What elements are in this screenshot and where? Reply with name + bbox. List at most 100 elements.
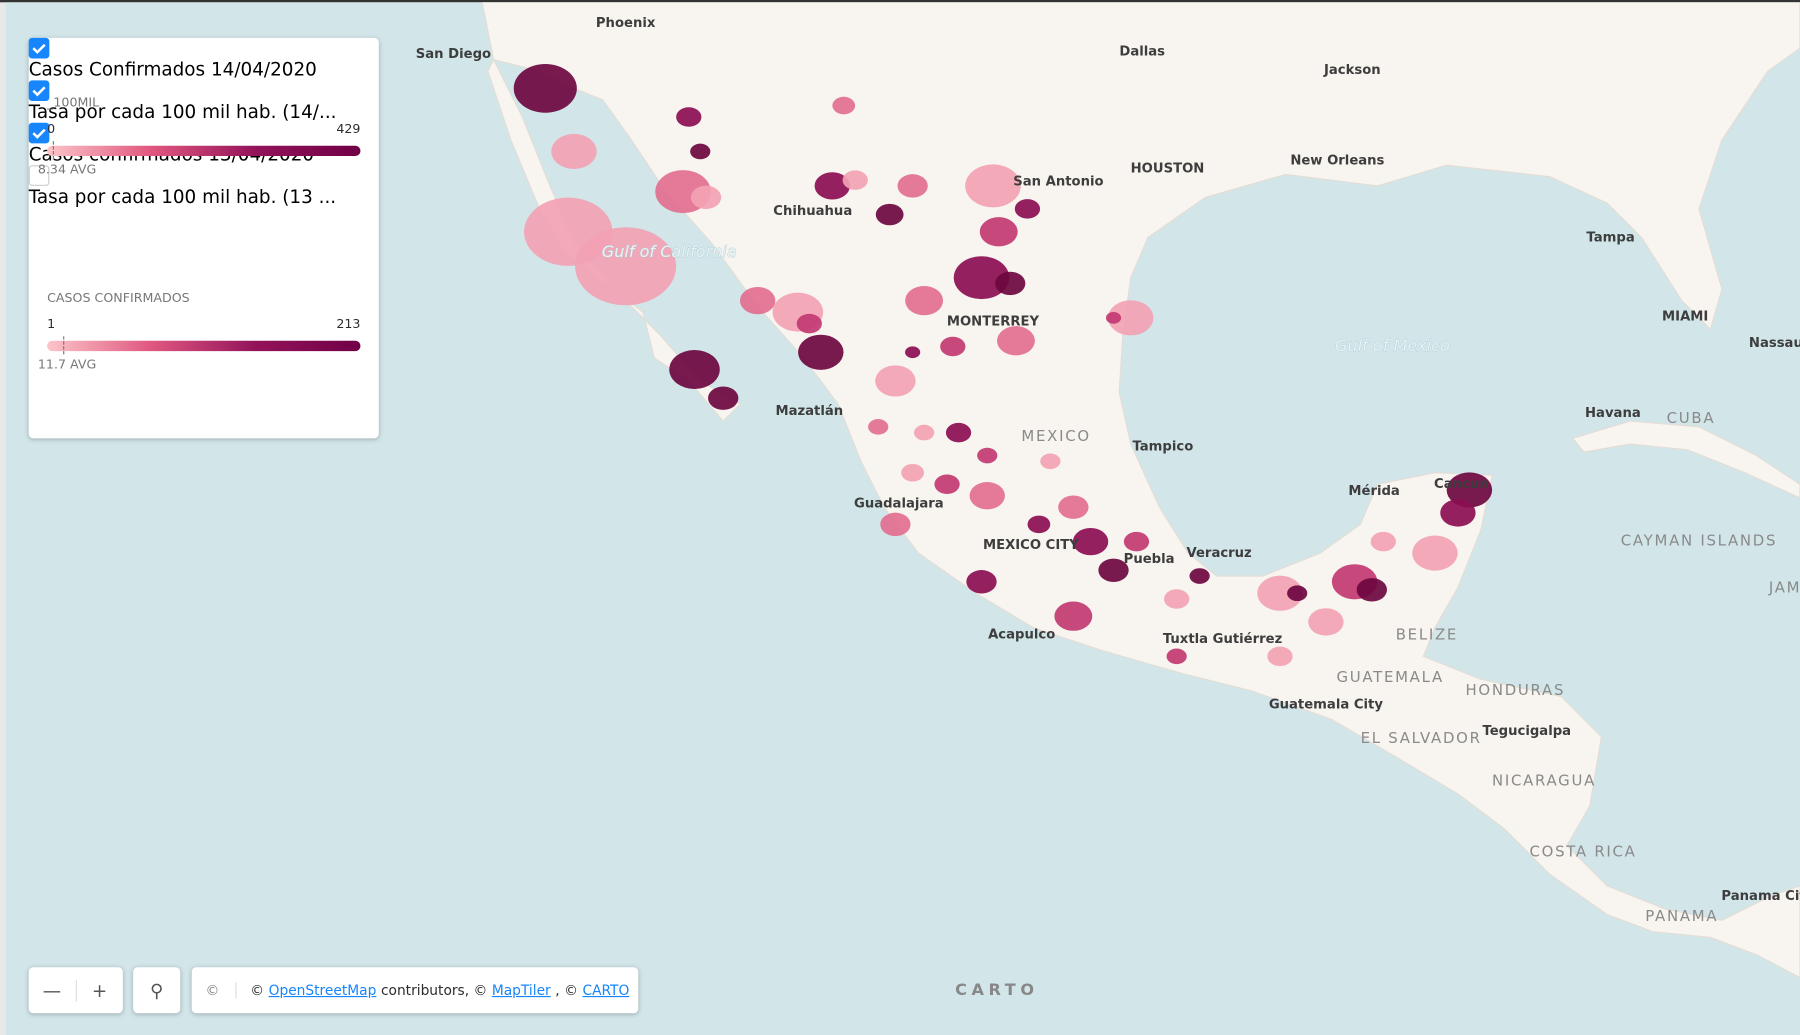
map-label: MEXICO CITY	[983, 538, 1079, 553]
region	[914, 424, 935, 441]
region	[1166, 648, 1187, 665]
layer-toggle[interactable]: Casos Confirmados 14/04/2020	[28, 37, 379, 80]
region	[905, 286, 944, 316]
top-bar	[0, 0, 1800, 3]
map-label: COSTA RICA	[1529, 843, 1636, 861]
map-label: Nassau	[1749, 336, 1800, 351]
region	[669, 349, 720, 389]
map-label: MEXICO	[1021, 427, 1090, 445]
attribution-link[interactable]: OpenStreetMap	[268, 982, 377, 999]
layer-toggle[interactable]: Casos confirmados 13/04/2020	[28, 122, 379, 165]
region	[1014, 199, 1041, 219]
region	[868, 419, 889, 435]
region	[969, 482, 1005, 510]
search-button[interactable]: ⚲	[133, 967, 181, 1014]
region	[940, 336, 966, 357]
region	[1308, 608, 1344, 636]
region	[739, 286, 776, 315]
region	[676, 107, 702, 127]
region	[1054, 601, 1093, 631]
layer-toggle[interactable]: Tasa por cada 100 mil hab. (14/...	[28, 80, 379, 123]
map-label: Cancun	[1434, 477, 1489, 492]
avg-label: 8.34 AVG	[37, 161, 97, 177]
region	[905, 346, 921, 359]
avg-label: 11.7 AVG	[37, 356, 97, 372]
region	[1267, 646, 1293, 667]
region	[1356, 578, 1387, 602]
map-label: MONTERREY	[947, 314, 1040, 329]
attribution-text: ©	[205, 982, 237, 999]
check	[32, 128, 46, 139]
region	[1040, 453, 1061, 470]
region	[1440, 499, 1476, 527]
region	[1257, 575, 1303, 611]
zoom-in[interactable]: +	[91, 979, 108, 1002]
map-label: NICARAGUA	[1492, 771, 1596, 789]
region	[1105, 311, 1122, 324]
region	[875, 203, 904, 226]
layer-toggle[interactable]: Tasa por cada 100 mil hab. (13 ...	[28, 165, 379, 208]
map-label: Panama City	[1721, 889, 1800, 904]
checkbox	[28, 80, 50, 101]
regions	[513, 63, 1493, 667]
region	[690, 185, 722, 210]
map-label: San Antonio	[1013, 174, 1103, 189]
region	[513, 63, 577, 113]
map-label: Gulf of Mexico	[1335, 336, 1450, 355]
region	[1370, 531, 1396, 552]
map-label: EL SALVADOR	[1361, 729, 1482, 747]
checkbox	[28, 165, 50, 186]
map[interactable]: Phoenix San Diego Dallas Jackson HOUSTON New …	[5, 2, 1800, 1035]
zoom-out[interactable]: —	[29, 979, 77, 1002]
map-label: Chihuahua	[773, 204, 852, 219]
region	[977, 447, 998, 464]
region	[897, 174, 928, 198]
map-label: Gulf of California	[602, 242, 737, 261]
region	[1412, 535, 1458, 571]
check	[32, 43, 46, 54]
region	[1098, 558, 1129, 582]
region	[997, 326, 1035, 356]
region	[1446, 472, 1493, 508]
map-label: GUATEMALA	[1336, 668, 1443, 686]
attribution-link[interactable]: CARTO	[582, 982, 630, 999]
attribution-text: contributors, ©	[380, 982, 488, 999]
map-label: Mazatlán	[775, 403, 843, 419]
region	[814, 172, 850, 200]
map-label: Phoenix	[596, 16, 656, 31]
cuba	[1571, 420, 1800, 499]
region	[901, 463, 924, 482]
attribution-link[interactable]: MapTiler	[491, 982, 551, 999]
checkbox	[28, 37, 50, 59]
region	[798, 334, 844, 370]
map-label: JAM	[1768, 579, 1800, 597]
map-label: Tampico	[1132, 439, 1193, 454]
region	[934, 474, 960, 494]
map-label: Guadalajara	[854, 497, 944, 512]
carto-logo: CARTO	[955, 981, 1039, 1000]
map-label: CAYMAN ISLANDS	[1621, 532, 1777, 550]
region	[708, 386, 739, 410]
map-label: Puebla	[1124, 552, 1175, 567]
scale-min: 0	[47, 121, 56, 137]
map-label: Havana	[1585, 406, 1641, 421]
scale-title: _100MIL	[47, 95, 100, 111]
map-labels: Phoenix San Diego Dallas Jackson HOUSTON New …	[416, 16, 1800, 925]
region	[945, 422, 972, 443]
region	[880, 512, 911, 537]
check	[32, 86, 46, 97]
map-label: Guatemala City	[1269, 698, 1384, 713]
map-label: Dallas	[1119, 45, 1165, 60]
map-label: PANAMA	[1645, 907, 1718, 925]
region	[1123, 531, 1150, 552]
map-label: Tegucigalpa	[1482, 724, 1571, 739]
region	[966, 570, 997, 594]
region	[1027, 515, 1051, 534]
map-label: BELIZE	[1396, 626, 1458, 644]
scale-max: 213	[336, 316, 361, 332]
region	[1108, 300, 1154, 336]
map-label: Tuxtla Gutiérrez	[1163, 631, 1283, 647]
attribution: © © OpenStreetMap contributors, © MapTiler, …	[191, 967, 639, 1014]
map-label: New Orleans	[1290, 154, 1384, 169]
